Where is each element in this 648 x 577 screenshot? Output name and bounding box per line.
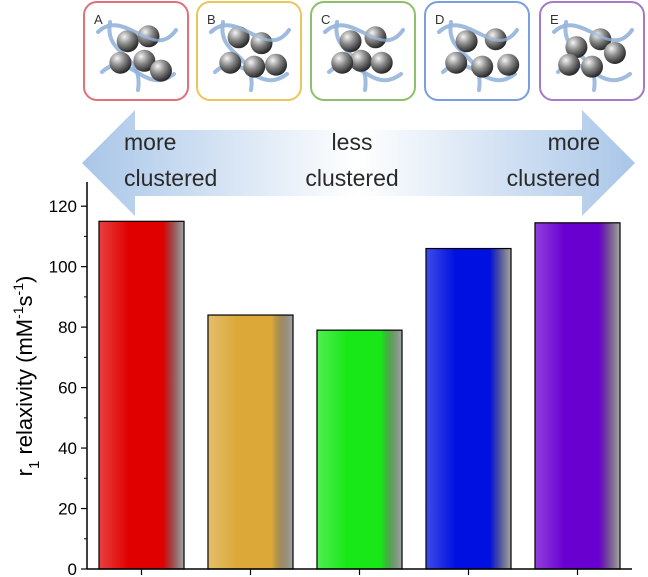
y-title-sup2: -1 [10,283,26,296]
nanoparticle-sphere [455,30,478,53]
y-tick-label: 60 [58,379,77,398]
nanoparticle-sphere [137,25,160,48]
cluster-panel-c: C [310,1,416,101]
ribbon-overlay [209,23,291,42]
cluster-panel-e: E [539,1,645,101]
panel-label: B [207,12,216,27]
cluster-panel-a: A [83,1,189,101]
arrow-left-line1: more [124,129,176,155]
nanoparticle-sphere [445,51,468,74]
nanoparticle-sphere [265,53,288,76]
panel-label: A [94,12,103,27]
arrow-right-line1: more [548,129,600,155]
panel-label: D [435,12,444,27]
nanoparticle-sphere [558,53,581,76]
nanoparticle-sphere [227,26,250,49]
ribbon-overlay [96,23,178,42]
bar-e [534,222,621,570]
nanoparticle-sphere [349,49,372,72]
y-title-sub: 1 [26,461,43,469]
arrow-center-line1: less [332,129,373,155]
cluster-panel-b: B [196,1,302,101]
y-title-end: ) [12,276,37,283]
bar-d [425,247,512,570]
arrow-right-line2: clustered [507,165,600,191]
y-ticks: 0 20 40 60 80 100 120 [49,197,87,577]
ribbon-overlay [437,23,519,42]
nanoparticle-sphere [339,30,362,53]
clustering-arrow: more clustered less clustered more clust… [82,110,635,216]
nanoparticle-sphere [370,51,393,74]
nanoparticle-sphere [219,51,242,74]
nanoparticle-sphere [116,30,139,53]
nanoparticle-sphere [565,36,588,59]
y-tick-label: 80 [58,318,77,337]
y-axis-title: r1 relaxivity (mM-1s-1) [10,276,43,477]
arrow-left-line2: clustered [124,165,217,191]
y-tick-label: 120 [49,197,77,216]
nanoparticle-sphere [471,55,494,78]
nanoparticle-sphere [109,51,132,74]
nanoparticle-sphere [497,53,520,76]
nanoparticle-sphere [133,49,156,72]
bar-b [207,314,294,570]
nanoparticle-sphere [149,59,172,82]
y-title-r: r [12,469,37,476]
cluster-panels: A B C D E [83,1,645,101]
bar-c [316,329,403,570]
nanoparticle-sphere [331,51,354,74]
nanoparticle-sphere [243,55,266,78]
nanoparticle-sphere [250,32,273,55]
nanoparticle-sphere [581,55,603,78]
y-tick-label: 100 [49,258,77,277]
bar-a [98,220,185,570]
y-tick-label: 40 [58,439,77,458]
ribbon-strand [448,20,482,92]
y-tick-label: 20 [58,500,77,519]
ribbon-strand [334,20,368,92]
y-title-sup1: -1 [10,306,26,319]
bars [98,220,621,570]
panel-label: E [550,12,559,27]
clustering-arrow-shape [82,110,635,216]
x-ticks [140,569,579,575]
ribbon-overlay [323,23,405,42]
panel-label: C [321,12,330,27]
nanoparticle-sphere [603,41,626,64]
y-title-s: s [12,295,37,306]
axes: 0 20 40 60 80 100 120 [49,182,632,577]
y-tick-label: 0 [68,560,77,577]
cluster-panel-d: D [424,1,530,101]
arrow-center-line2: clustered [305,165,398,191]
ribbon-overlay [552,23,634,42]
y-title-mid: relaxivity (mM [12,319,37,461]
